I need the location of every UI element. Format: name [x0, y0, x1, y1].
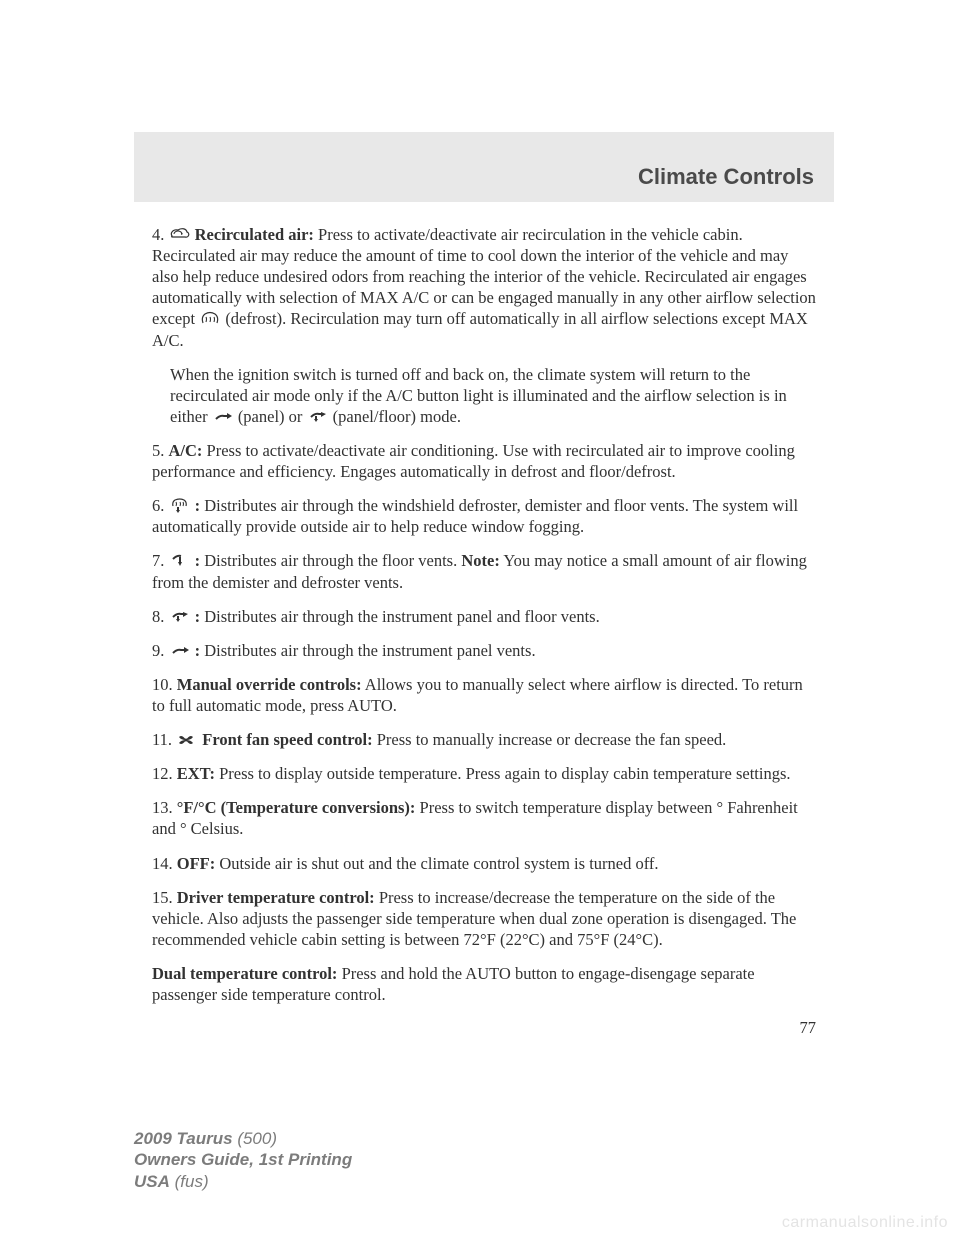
item-text: Distributes air through the floor vents.	[200, 551, 461, 570]
watermark: carmanualsonline.info	[782, 1214, 948, 1232]
item-label: A/C:	[169, 441, 203, 460]
item-number: 13.	[152, 798, 177, 817]
item-text: Press to activate/deactivate air conditi…	[152, 441, 795, 481]
item-label: Dual temperature control:	[152, 964, 337, 983]
item-label: Front fan speed control:	[198, 730, 372, 749]
item-11: 11. Front fan speed control: Press to ma…	[152, 729, 816, 750]
page-number: 77	[134, 1018, 834, 1038]
footer-region-code: (fus)	[170, 1172, 209, 1191]
item-text: Press to manually increase or decrease t…	[373, 730, 727, 749]
item-label: °F/°C (Temperature conversions):	[177, 798, 416, 817]
floor-icon	[169, 553, 191, 569]
footer-region: USA	[134, 1172, 170, 1191]
item-number: 7.	[152, 551, 169, 570]
item-colon: :	[191, 496, 201, 515]
defrost-icon	[199, 311, 221, 327]
recirculate-icon	[169, 227, 191, 243]
item-number: 4.	[152, 225, 164, 244]
item-12: 12. EXT: Press to display outside temper…	[152, 763, 816, 784]
footer-line-3: USA (fus)	[134, 1171, 352, 1192]
footer-model: 2009 Taurus	[134, 1129, 233, 1148]
item-label: EXT:	[177, 764, 215, 783]
item-8: 8. : Distributes air through the instrum…	[152, 606, 816, 627]
item-number: 15.	[152, 888, 177, 907]
item-14: 14. OFF: Outside air is shut out and the…	[152, 853, 816, 874]
section-header: Climate Controls	[134, 132, 834, 202]
item-dual: Dual temperature control: Press and hold…	[152, 963, 816, 1005]
footer-line-1: 2009 Taurus (500)	[134, 1128, 352, 1149]
item-number: 12.	[152, 764, 177, 783]
item-number: 14.	[152, 854, 177, 873]
item-text-2: (defrost). Recirculation may turn off au…	[152, 309, 808, 349]
footer: 2009 Taurus (500) Owners Guide, 1st Prin…	[134, 1128, 352, 1192]
item-7: 7. : Distributes air through the floor v…	[152, 550, 816, 592]
item-colon: :	[191, 607, 201, 626]
panel-icon	[212, 409, 234, 425]
item-number: 9.	[152, 641, 169, 660]
panel-icon	[169, 643, 191, 659]
item-15: 15. Driver temperature control: Press to…	[152, 887, 816, 950]
item-number: 5.	[152, 441, 169, 460]
panel-floor-icon	[169, 609, 191, 625]
defrost-floor-icon	[169, 498, 191, 514]
item-label: Manual override controls:	[177, 675, 362, 694]
item-text: Press to display outside temperature. Pr…	[215, 764, 791, 783]
item-number: 11.	[152, 730, 176, 749]
item-6: 6. : Distributes air through the windshi…	[152, 495, 816, 537]
page: Climate Controls 4. Recirculated air: Pr…	[134, 132, 834, 1038]
item-13: 13. °F/°C (Temperature conversions): Pre…	[152, 797, 816, 839]
item-number: 8.	[152, 607, 169, 626]
item-5: 5. A/C: Press to activate/deactivate air…	[152, 440, 816, 482]
item-text: Distributes air through the instrument p…	[200, 607, 600, 626]
item-label: Driver temperature control:	[177, 888, 375, 907]
item-label: OFF:	[177, 854, 216, 873]
section-title: Climate Controls	[638, 164, 814, 190]
item-9: 9. : Distributes air through the instrum…	[152, 640, 816, 661]
footer-line-2: Owners Guide, 1st Printing	[134, 1149, 352, 1170]
subtext-c: (panel/floor) mode.	[329, 407, 461, 426]
item-text: Distributes air through the windshield d…	[152, 496, 798, 536]
item-text: Distributes air through the instrument p…	[200, 641, 535, 660]
note-label: Note:	[461, 551, 499, 570]
panel-floor-icon	[307, 409, 329, 425]
footer-code: (500)	[233, 1129, 277, 1148]
item-4-sub: When the ignition switch is turned off a…	[170, 364, 816, 427]
item-10: 10. Manual override controls: Allows you…	[152, 674, 816, 716]
item-label: Recirculated air:	[195, 225, 314, 244]
fan-icon	[176, 732, 198, 748]
item-number: 10.	[152, 675, 177, 694]
item-text: Outside air is shut out and the climate …	[215, 854, 658, 873]
subtext-b: (panel) or	[234, 407, 307, 426]
item-number: 6.	[152, 496, 169, 515]
body-content: 4. Recirculated air: Press to activate/d…	[134, 202, 834, 1005]
item-colon: :	[191, 641, 201, 660]
item-4: 4. Recirculated air: Press to activate/d…	[152, 224, 816, 351]
item-colon: :	[191, 551, 201, 570]
